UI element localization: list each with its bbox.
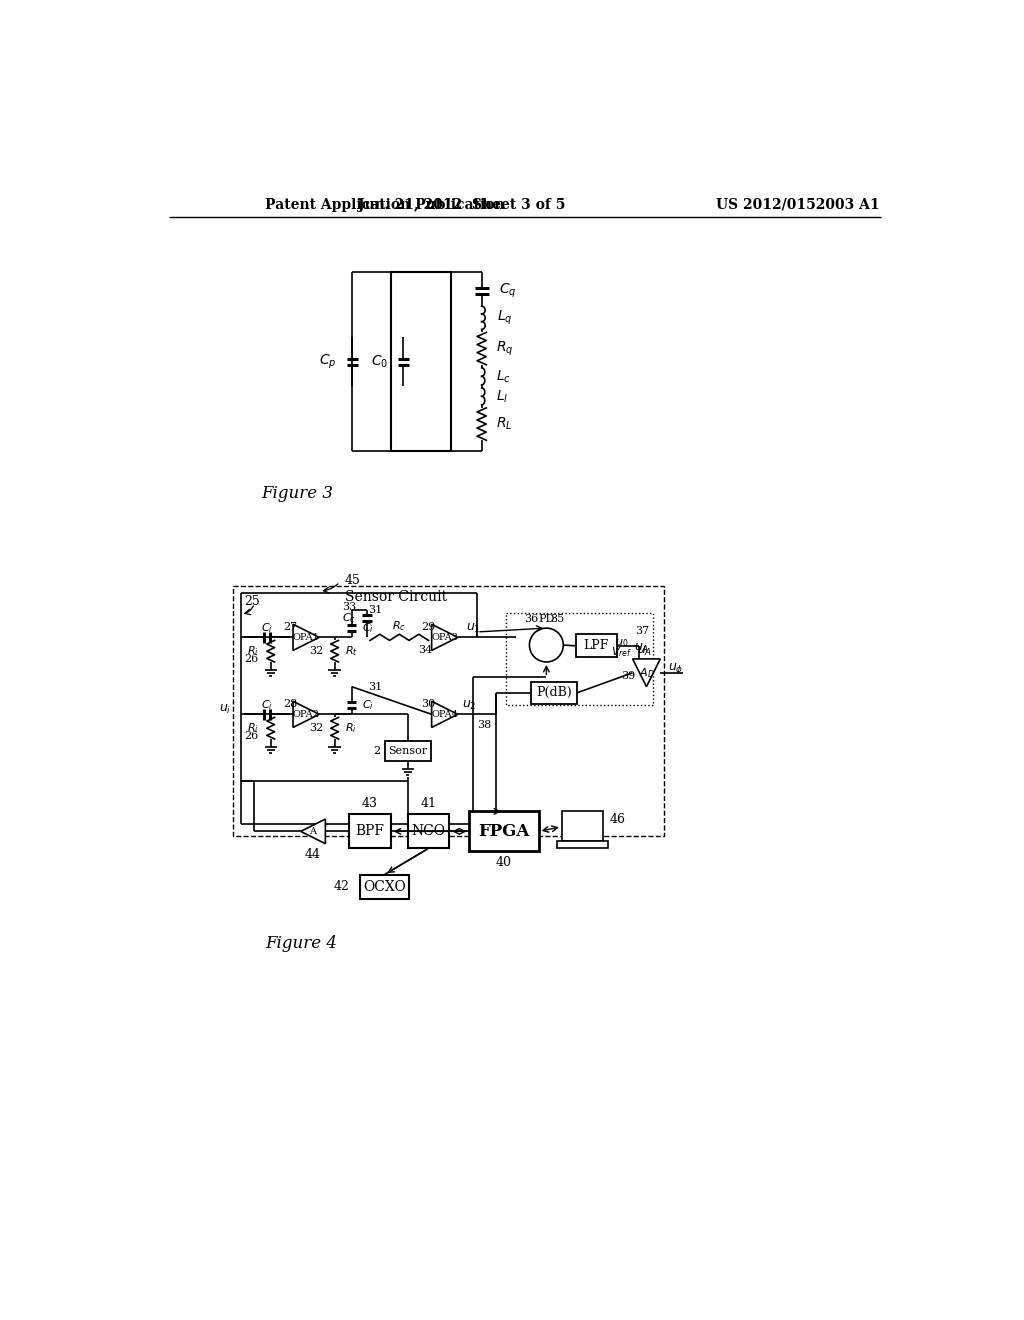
Text: 46: 46 <box>609 813 626 825</box>
Text: Patent Application Publication: Patent Application Publication <box>265 198 505 211</box>
Text: 33: 33 <box>342 602 356 611</box>
Text: $R_L$: $R_L$ <box>496 416 512 432</box>
Text: 42: 42 <box>334 880 349 894</box>
Text: OCXO: OCXO <box>364 880 407 894</box>
Text: 43: 43 <box>362 797 378 810</box>
Text: Jun. 21, 2012  Sheet 3 of 5: Jun. 21, 2012 Sheet 3 of 5 <box>358 198 565 211</box>
Text: 26: 26 <box>244 653 258 664</box>
Text: 27: 27 <box>283 622 297 631</box>
Text: 39: 39 <box>621 671 635 681</box>
Text: $R_i$: $R_i$ <box>247 644 258 659</box>
Text: $C_i$: $C_i$ <box>362 622 374 635</box>
Text: $u_A$: $u_A$ <box>637 644 652 657</box>
Bar <box>360 874 410 899</box>
Text: $C_i$: $C_i$ <box>362 698 374 711</box>
Text: $L_l$: $L_l$ <box>496 388 508 404</box>
Text: OPA3: OPA3 <box>431 632 458 642</box>
Text: Figure 4: Figure 4 <box>265 936 337 952</box>
Text: Sensor Circuit: Sensor Circuit <box>345 590 447 605</box>
Text: $R_t$: $R_t$ <box>345 644 358 659</box>
Text: PD: PD <box>539 614 555 624</box>
Polygon shape <box>432 624 458 651</box>
Text: 34: 34 <box>419 644 432 655</box>
Text: 40: 40 <box>496 855 512 869</box>
Text: $A_D$: $A_D$ <box>639 665 654 680</box>
Text: Figure 3: Figure 3 <box>261 484 334 502</box>
Text: $V_{ref}$: $V_{ref}$ <box>611 645 633 659</box>
Text: $L_c$: $L_c$ <box>496 368 511 384</box>
Text: $C_c$: $C_c$ <box>342 611 356 624</box>
Text: 26: 26 <box>244 731 258 741</box>
Polygon shape <box>633 659 660 686</box>
Bar <box>391 272 451 451</box>
Text: 41: 41 <box>421 797 436 810</box>
Text: 35: 35 <box>550 614 564 624</box>
Text: 30: 30 <box>422 698 435 709</box>
Bar <box>469 812 539 851</box>
Text: 44: 44 <box>305 847 322 861</box>
Text: 38: 38 <box>477 721 492 730</box>
Text: $C_q$: $C_q$ <box>499 281 516 300</box>
Text: $C_p$: $C_p$ <box>319 352 337 371</box>
Bar <box>531 682 578 704</box>
Text: OPA4: OPA4 <box>431 710 458 719</box>
Text: $L_q$: $L_q$ <box>497 309 513 327</box>
Text: $R_i$: $R_i$ <box>247 721 258 735</box>
Bar <box>506 612 652 705</box>
Bar <box>385 742 431 762</box>
Polygon shape <box>293 624 319 651</box>
Bar <box>349 814 391 849</box>
Polygon shape <box>301 818 326 843</box>
Text: $C_i$: $C_i$ <box>261 698 272 711</box>
Text: $u_\phi$: $u_\phi$ <box>668 660 683 676</box>
Text: BPF: BPF <box>355 825 385 838</box>
Bar <box>557 841 608 849</box>
Text: $u_1$: $u_1$ <box>466 622 480 635</box>
Text: FPGA: FPGA <box>478 822 529 840</box>
Text: $C_i$: $C_i$ <box>261 622 272 635</box>
Text: $u_i$: $u_i$ <box>219 702 231 715</box>
Text: $C_0$: $C_0$ <box>371 354 388 370</box>
Bar <box>408 814 450 849</box>
Circle shape <box>529 628 563 663</box>
Text: A: A <box>309 826 316 836</box>
Bar <box>233 586 665 836</box>
Text: $R_q$: $R_q$ <box>496 339 513 358</box>
Text: Sensor: Sensor <box>388 746 427 756</box>
Text: 31: 31 <box>369 681 383 692</box>
Polygon shape <box>432 701 458 727</box>
Polygon shape <box>293 701 319 727</box>
Text: 2: 2 <box>374 746 381 756</box>
Text: $u_0$: $u_0$ <box>615 636 629 648</box>
Text: P(dB): P(dB) <box>537 686 572 700</box>
Text: 32: 32 <box>309 723 324 733</box>
Text: 36: 36 <box>524 614 538 624</box>
Text: 25: 25 <box>245 594 260 607</box>
Text: 28: 28 <box>283 698 297 709</box>
Text: 37: 37 <box>635 626 649 636</box>
Text: $R_i$: $R_i$ <box>345 721 357 735</box>
Text: 29: 29 <box>422 622 435 631</box>
Bar <box>575 635 617 657</box>
Text: $u_2$: $u_2$ <box>462 698 476 711</box>
Bar <box>562 812 603 841</box>
Text: US 2012/0152003 A1: US 2012/0152003 A1 <box>716 198 880 211</box>
Text: $u_A$: $u_A$ <box>634 642 649 655</box>
Text: OPA2: OPA2 <box>293 710 319 719</box>
Text: LPF: LPF <box>584 639 609 652</box>
Text: $R_c$: $R_c$ <box>392 619 407 634</box>
Text: 31: 31 <box>369 605 383 615</box>
Text: 32: 32 <box>309 647 324 656</box>
Text: OPA1: OPA1 <box>293 632 319 642</box>
Text: 45: 45 <box>345 574 360 587</box>
Text: NCO: NCO <box>412 825 445 838</box>
